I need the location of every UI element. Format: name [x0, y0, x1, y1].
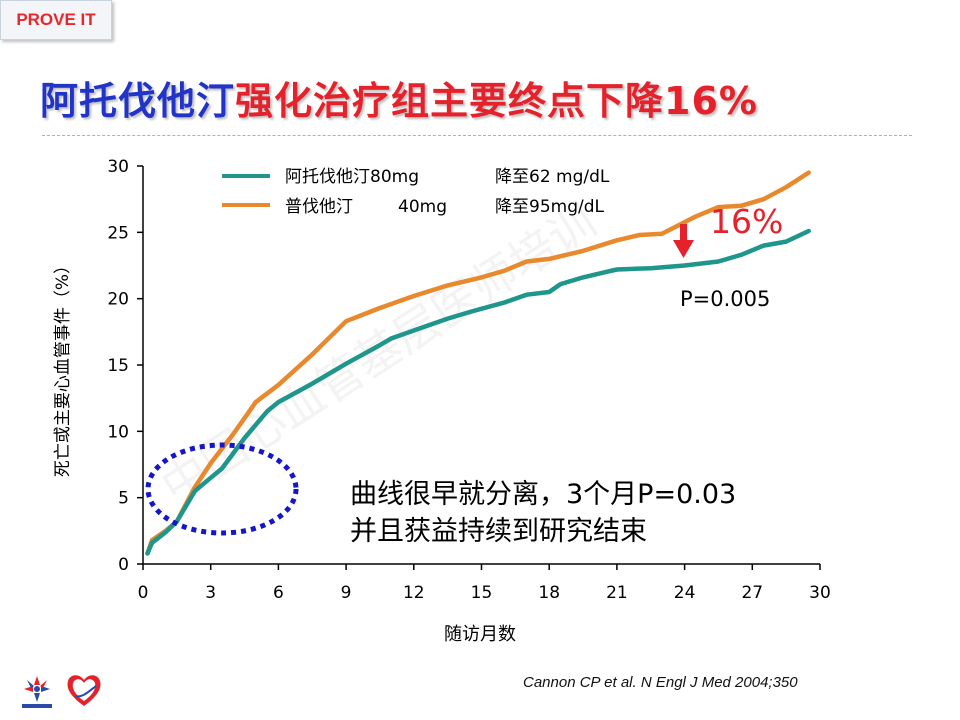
legend-note-atorvastatin: 降至62 mg/dL	[495, 167, 610, 187]
association-logo	[18, 672, 56, 710]
note-line-2: 并且获益持续到研究结束	[350, 516, 647, 547]
x-tick-label: 27	[741, 583, 763, 603]
x-axis-label: 随访月数	[444, 624, 516, 645]
watermark: 中国心血管基层医师培训	[152, 193, 606, 514]
x-tick-label: 18	[538, 583, 560, 603]
note-line-1: 曲线很早就分离，3个月P=0.03	[350, 479, 736, 510]
series-line-1	[145, 170, 811, 556]
title-divider	[42, 135, 912, 136]
slide-title: 阿托伐他汀强化治疗组主要终点下降16%	[40, 70, 758, 125]
y-tick-label: 15	[107, 356, 129, 376]
y-tick-label: 0	[118, 555, 129, 575]
y-tick-label: 10	[107, 422, 129, 442]
series-line-0	[145, 228, 811, 556]
citation: Cannon CP et al. N Engl J Med 2004;350	[523, 674, 798, 691]
chart-series	[145, 170, 811, 556]
x-tick-label: 3	[205, 583, 216, 603]
y-tick-label: 25	[107, 223, 129, 243]
x-tick-label: 21	[606, 583, 628, 603]
legend-note-pravastatin: 降至95mg/dL	[495, 197, 605, 217]
down-arrow-icon	[673, 224, 694, 258]
p-value-label: P=0.005	[680, 287, 770, 311]
prove-it-badge: PROVE IT	[0, 0, 112, 40]
y-axis-label: 死亡或主要心血管事件（%）	[53, 257, 73, 477]
x-tick-label: 12	[403, 583, 425, 603]
y-tick-label: 30	[107, 157, 129, 177]
legend-label-atorvastatin: 阿托伐他汀80mg	[285, 167, 419, 187]
x-tick-label: 24	[674, 583, 696, 603]
heart-logo	[64, 670, 104, 710]
y-tick-label: 5	[118, 489, 129, 509]
chart-axes: 0 3 6 9 12 15 18 21 24 27 30 0 5 10 15 20 25 30	[107, 157, 830, 603]
x-tick-label: 6	[273, 583, 284, 603]
title-main-text: 强化治疗组主要终点下降	[235, 79, 665, 123]
x-tick-label: 0	[138, 583, 149, 603]
title-percentage: 16%	[664, 79, 758, 123]
x-tick-label: 9	[341, 583, 352, 603]
x-tick-label: 15	[471, 583, 493, 603]
x-tick-label: 30	[809, 583, 831, 603]
legend-label-pravastatin: 普伐他汀	[285, 197, 353, 217]
legend-dose-pravastatin: 40mg	[398, 197, 447, 217]
title-drug-name: 阿托伐他汀	[40, 79, 236, 123]
reduction-label: 16%	[710, 202, 783, 241]
y-tick-label: 20	[107, 290, 129, 310]
early-separation-highlight	[145, 442, 299, 536]
